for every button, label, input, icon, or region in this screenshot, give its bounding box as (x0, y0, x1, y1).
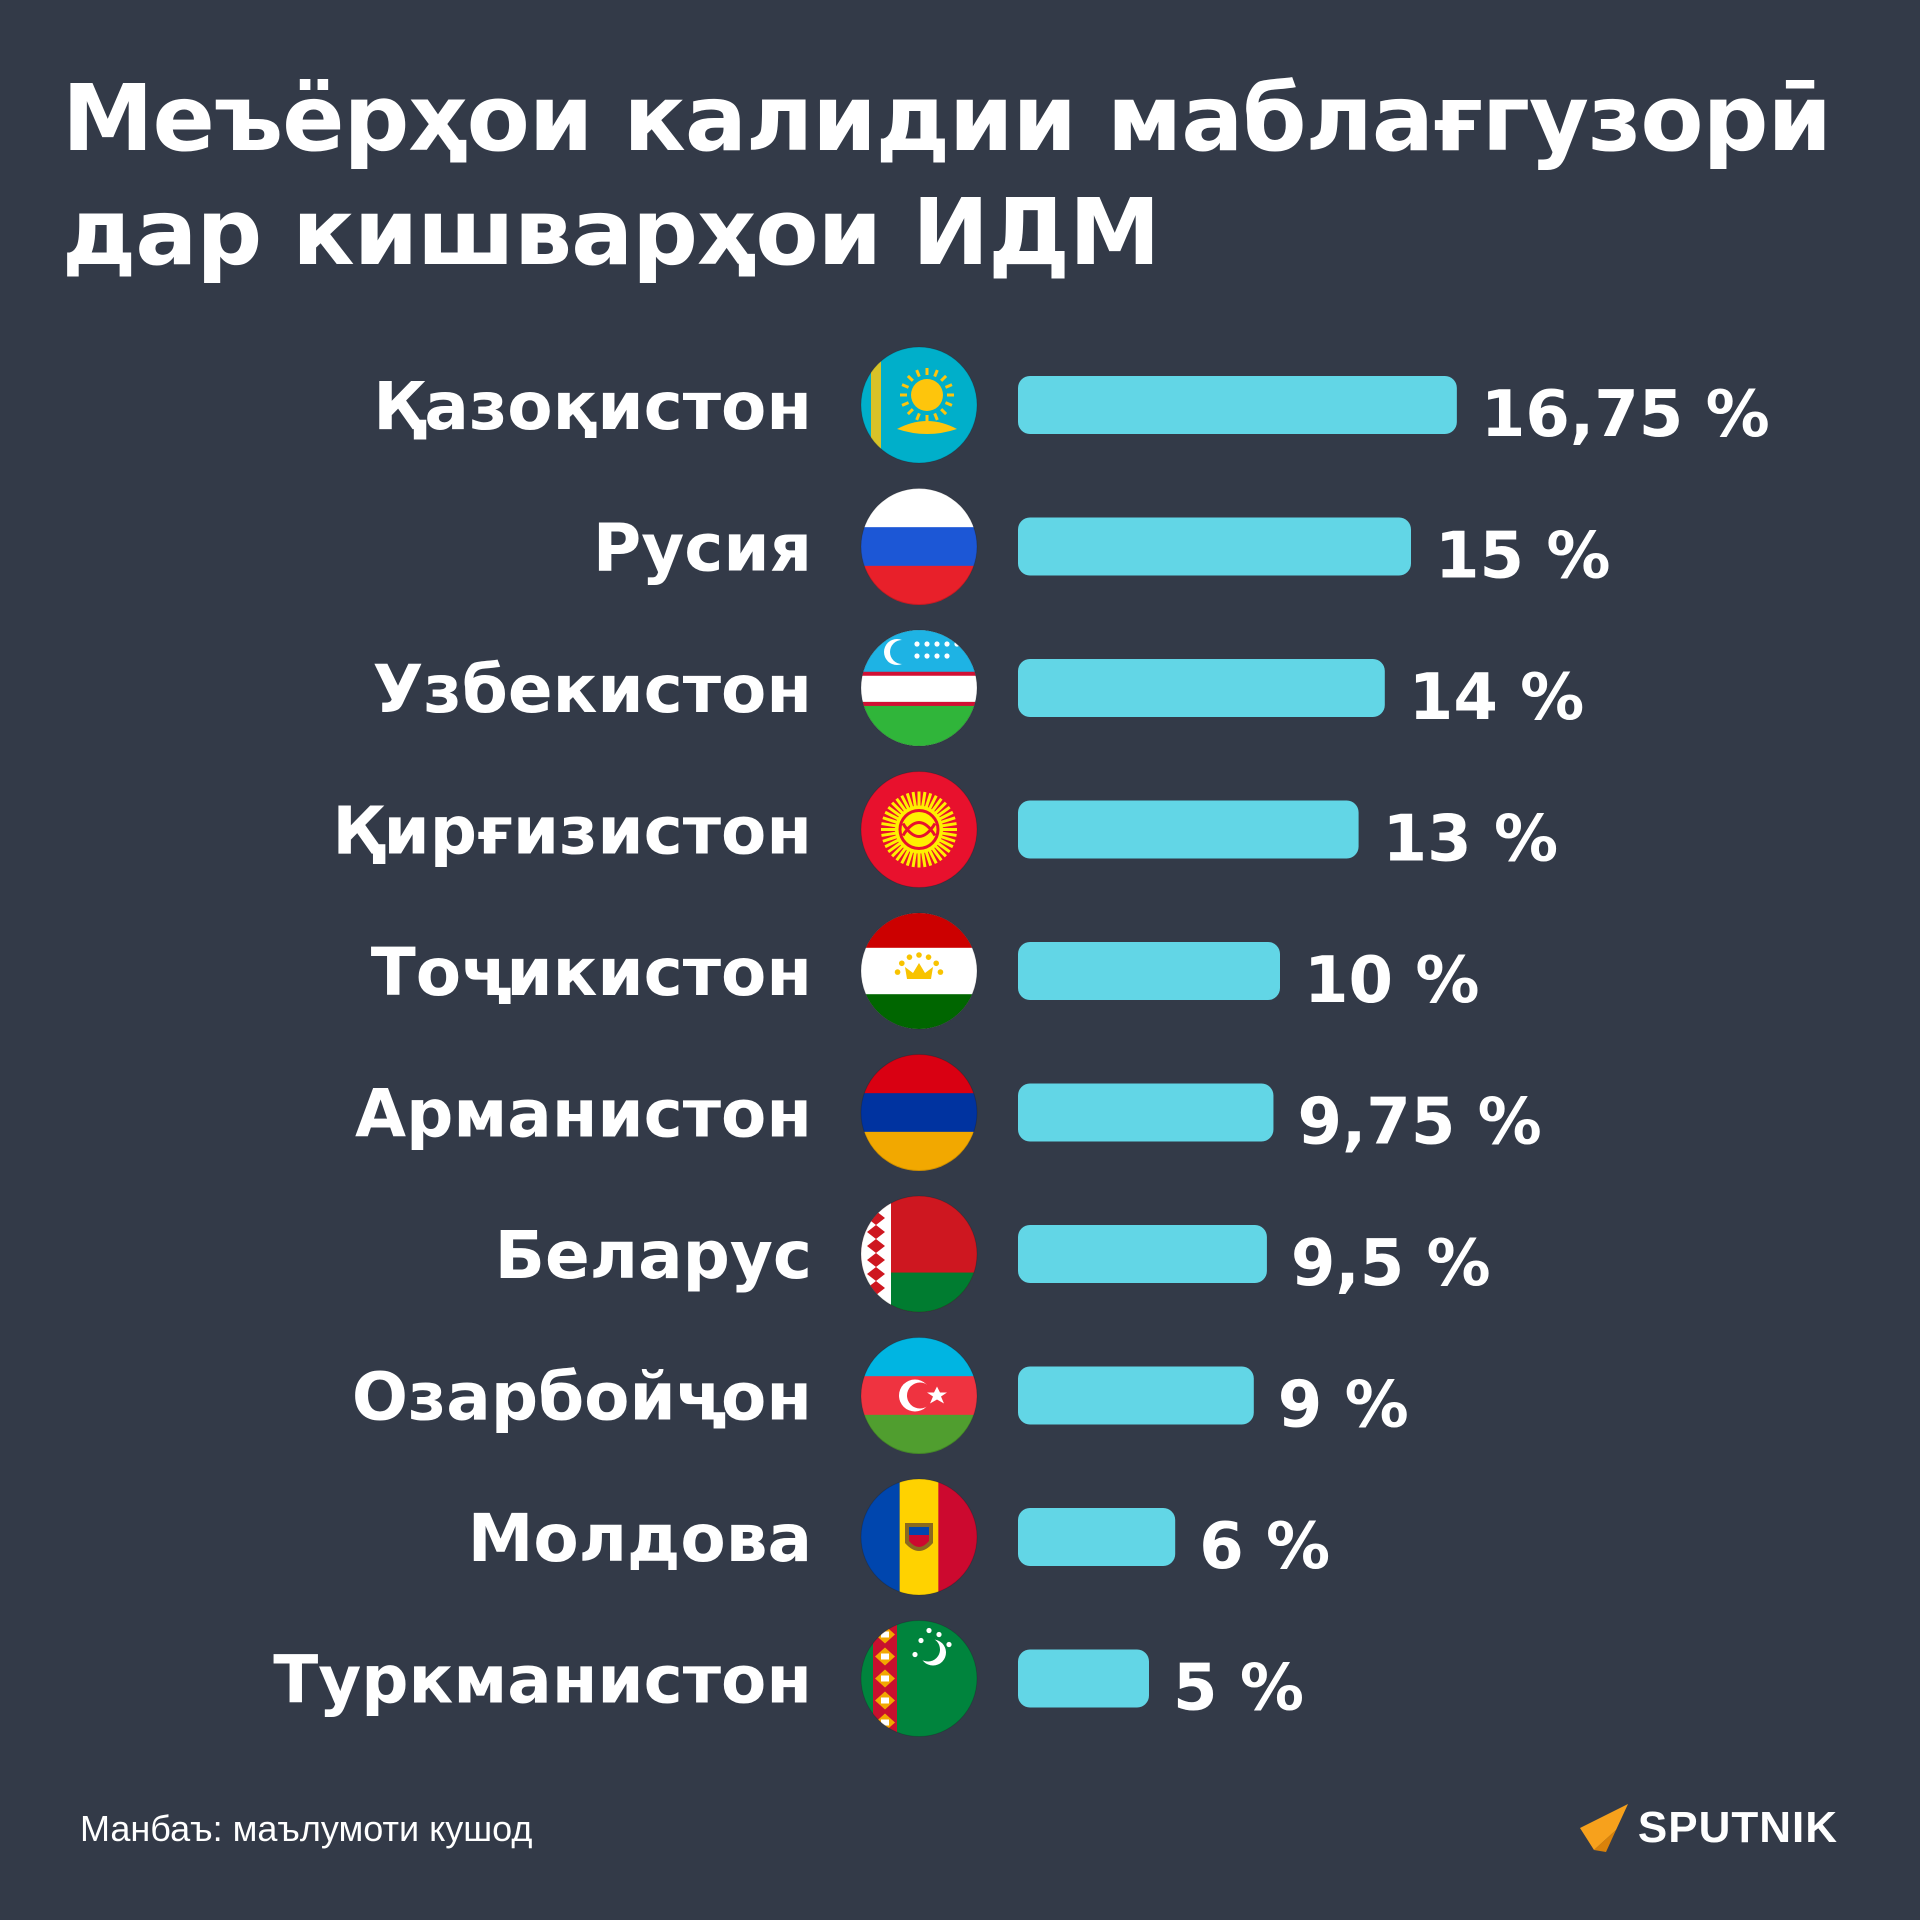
value-label: 6 % (1199, 1510, 1330, 1584)
country-label: Тоҷикистон (371, 934, 812, 1011)
country-label: Русия (593, 510, 812, 587)
chart-row: Молдова 6 % (468, 1478, 1330, 1596)
bar (1018, 1083, 1274, 1142)
chart-row: Русия 15 % (593, 488, 1610, 605)
kyrgyzstan-flag-icon (860, 771, 978, 888)
bar (1018, 1649, 1149, 1708)
title-line-1: Меъёрҳои калидии маблағгузорӣ (62, 65, 1832, 172)
bar (1018, 1225, 1267, 1283)
chart-row: Туркманистон 5 % (273, 1620, 1304, 1737)
value-label: 9,5 % (1291, 1227, 1491, 1301)
value-label: 9 % (1278, 1369, 1409, 1443)
azerbaijan-flag-icon (860, 1337, 978, 1454)
value-label: 15 % (1435, 520, 1610, 594)
uzbekistan-flag-icon (860, 629, 978, 747)
country-label: Қазоқистон (373, 368, 812, 445)
kazakhstan-flag-icon (860, 346, 978, 464)
chart-row: Арманистон 9,75 % (355, 1054, 1542, 1171)
value-label: 13 % (1383, 803, 1558, 877)
chart-row: Беларус 9,5 % (495, 1195, 1491, 1313)
armenia-flag-icon (860, 1054, 978, 1171)
bar (1018, 376, 1457, 434)
bar (1018, 942, 1280, 1000)
value-label: 10 % (1304, 944, 1479, 1018)
bar (1018, 517, 1411, 576)
bar (1018, 659, 1385, 717)
country-label: Арманистон (355, 1076, 812, 1153)
value-label: 9,75 % (1297, 1086, 1541, 1160)
value-label: 14 % (1409, 661, 1584, 735)
value-label: 16,75 % (1481, 378, 1770, 452)
chart-row: Озарбойҷон 9 % (352, 1337, 1409, 1454)
chart-row: Қазоқистон 16,75 % (373, 346, 1770, 464)
moldova-flag-icon (860, 1478, 978, 1596)
country-label: Беларус (495, 1217, 812, 1294)
source-note: Манбаъ: маълумоти кушод (80, 1808, 533, 1849)
bar (1018, 1508, 1176, 1566)
value-label: 5 % (1173, 1652, 1304, 1726)
tajikistan-flag-icon (860, 912, 978, 1030)
chart-row: Тоҷикистон 10 % (371, 912, 1479, 1030)
turkmenistan-flag-icon (860, 1620, 978, 1737)
title-line-2: дар кишварҳои ИДМ (62, 179, 1161, 286)
bar (1018, 1366, 1254, 1425)
sputnik-logo: SPUTNIK (1576, 1800, 1838, 1856)
belarus-flag-icon (860, 1195, 978, 1313)
sputnik-arrow-icon (1579, 1804, 1628, 1852)
chart-row: Қирғизистон 13 % (332, 771, 1558, 888)
chart-title: Меъёрҳои калидии маблағгузорӣ дар кишвар… (62, 62, 1862, 290)
country-label: Туркманистон (273, 1642, 812, 1719)
russia-flag-icon (860, 488, 978, 605)
logo-text: SPUTNIK (1637, 1803, 1838, 1852)
country-label: Молдова (468, 1500, 812, 1577)
country-label: Қирғизистон (332, 793, 812, 870)
bar (1018, 800, 1359, 859)
country-label: Узбекистон (373, 651, 812, 728)
chart-row: Узбекистон 14 % (373, 629, 1584, 747)
country-label: Озарбойҷон (352, 1359, 812, 1436)
